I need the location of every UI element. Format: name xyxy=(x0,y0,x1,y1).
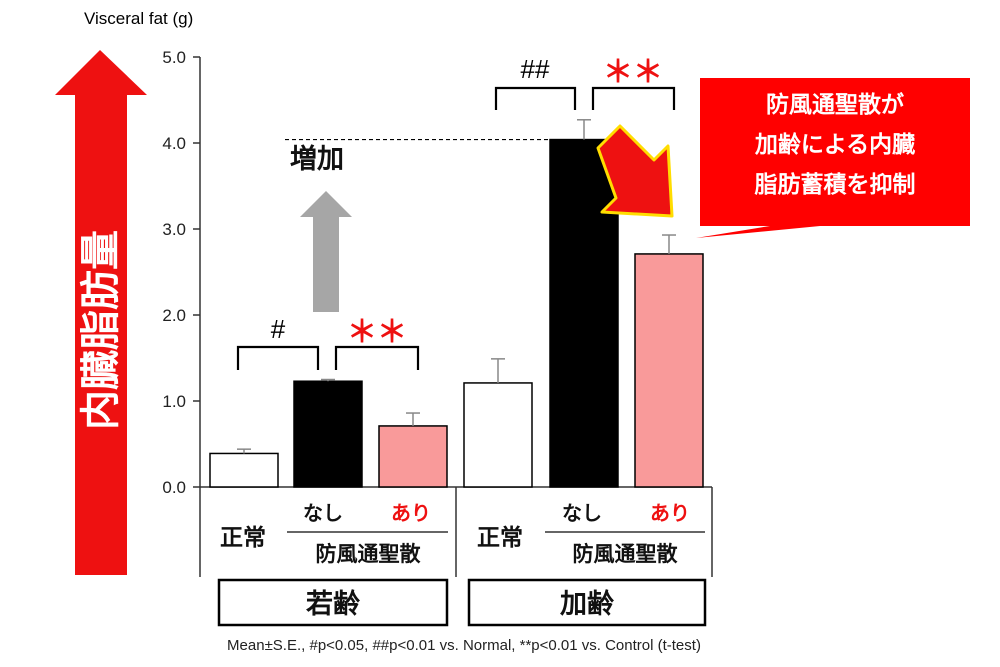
significance-brackets xyxy=(236,86,676,370)
bracket-young-normal xyxy=(236,345,320,370)
y-tick-label: 1.0 xyxy=(162,392,186,411)
sig-young-vs-control: ＊＊ xyxy=(347,315,407,350)
callout-line-3: 脂肪蓄積を抑制 xyxy=(755,171,916,198)
label-young-without: なし xyxy=(303,501,343,525)
bar-aged-with xyxy=(634,253,704,488)
group-label-aged: 加齢 xyxy=(560,588,614,620)
bar-young-without xyxy=(293,380,363,488)
bracket-aged-control xyxy=(591,86,676,110)
bar-aged-normal xyxy=(463,382,533,488)
increase-label: 増加 xyxy=(290,143,344,175)
big-red-up-arrow: 内臓脂肪量 xyxy=(55,50,147,575)
bars xyxy=(209,119,704,488)
diagonal-down-arrow xyxy=(596,124,674,218)
footnote: Mean±S.E., #p<0.05, ##p<0.01 vs. Normal,… xyxy=(227,637,701,654)
group-box-young xyxy=(217,578,449,627)
callout-box: 防風通聖散が 加齢による内臓 脂肪蓄積を抑制 xyxy=(696,78,970,238)
sig-aged-vs-control: ＊＊ xyxy=(603,55,663,90)
y-axis-ticks: 0.0 1.0 2.0 3.0 4.0 5.0 xyxy=(162,48,200,497)
sig-aged-vs-normal: ## xyxy=(521,54,550,84)
treatment-label-young: 防風通聖散 xyxy=(316,542,421,566)
label-young-normal: 正常 xyxy=(220,525,266,551)
y-tick-label: 2.0 xyxy=(162,306,186,325)
label-young-with: あり xyxy=(391,501,431,525)
callout-line-2: 加齢による内臓 xyxy=(754,131,915,158)
label-aged-with: あり xyxy=(650,501,690,525)
sig-young-vs-normal: # xyxy=(271,314,286,344)
y-tick-label: 3.0 xyxy=(162,220,186,239)
y-tick-label: 5.0 xyxy=(162,48,186,67)
group-label-young: 若齢 xyxy=(306,588,360,620)
bar-young-normal xyxy=(209,452,279,488)
callout-line-1: 防風通聖散が xyxy=(766,91,904,118)
bar-young-with xyxy=(378,425,448,488)
category-labels: 正常 なし あり 防風通聖散 正常 なし あり 防風通聖散 xyxy=(199,487,713,577)
group-box-aged xyxy=(467,578,707,627)
group-boxes: 若齢 加齢 xyxy=(217,578,707,627)
bracket-young-control xyxy=(334,345,420,370)
big-arrow-label: 内臓脂肪量 xyxy=(78,230,124,430)
y-tick-label: 0.0 xyxy=(162,478,186,497)
increase-arrow xyxy=(300,191,352,312)
bar-aged-without xyxy=(549,138,619,488)
label-aged-without: なし xyxy=(562,501,602,525)
y-axis-title: Visceral fat (g) xyxy=(84,9,193,28)
treatment-label-aged: 防風通聖散 xyxy=(573,542,678,566)
y-tick-label: 4.0 xyxy=(162,134,186,153)
label-aged-normal: 正常 xyxy=(477,525,523,551)
bracket-aged-normal xyxy=(494,86,577,110)
